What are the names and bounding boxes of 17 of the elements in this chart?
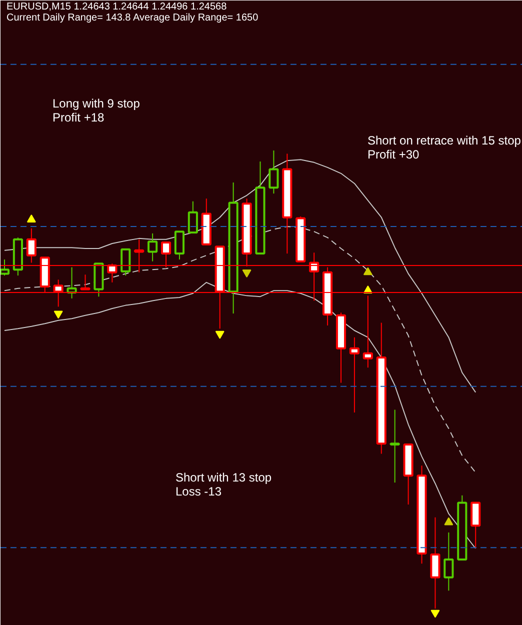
text: Long with 9 stop Profit +18 [52, 96, 140, 124]
candlestick [268, 150, 279, 194]
chart-subtitle: Current Daily Range= 143.8 Average Daily Range= 1650 [6, 12, 259, 24]
annotation: Short on retrace with 15 stop Profit +30 [368, 134, 522, 162]
candlestick [390, 409, 400, 484]
candlestick [349, 336, 360, 413]
candlestick [120, 248, 131, 276]
chart-title: EURUSD,M15 1.24643 1.24644 1.24496 1.24568 [6, 2, 228, 12]
candlestick [174, 230, 185, 260]
annotation: Short with 13 stop Loss -13 [176, 470, 272, 498]
candlestick [430, 516, 440, 609]
candlestick [362, 295, 373, 368]
candlestick [188, 200, 198, 234]
candlestick [444, 532, 454, 592]
candlestick [26, 228, 36, 264]
candlestick [148, 232, 158, 262]
candlestick [470, 502, 481, 549]
